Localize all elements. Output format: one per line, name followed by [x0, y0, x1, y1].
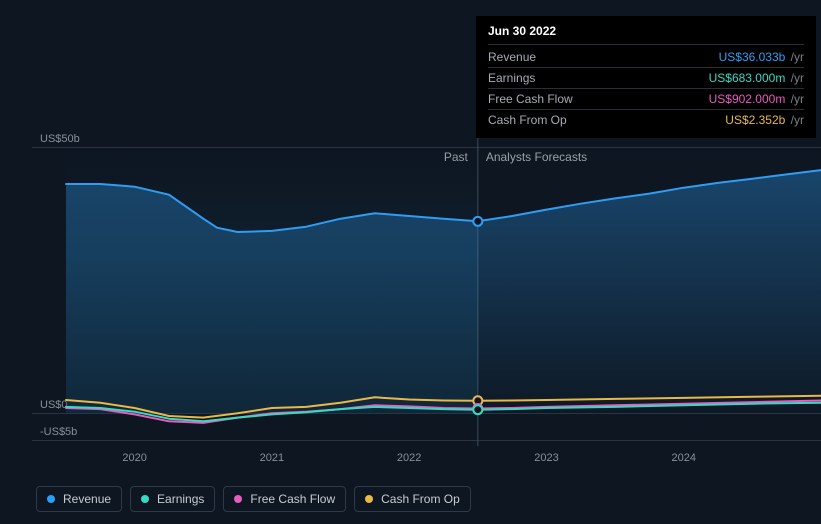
- x-axis-label: 2020: [122, 452, 146, 464]
- legend-item[interactable]: Cash From Op: [354, 486, 471, 512]
- tooltip-metric-unit: /yr: [787, 71, 804, 85]
- tooltip-row: Free Cash Flow US$902.000m /yr: [488, 89, 804, 110]
- tooltip-metric-unit: /yr: [787, 113, 804, 127]
- hover-marker: [473, 217, 482, 226]
- x-axis-label: 2024: [671, 452, 695, 464]
- chart-tooltip: Jun 30 2022 RevenueUS$36.033b /yrEarning…: [476, 16, 816, 138]
- tooltip-metric-unit: /yr: [787, 50, 804, 64]
- tooltip-metric-label: Revenue: [488, 50, 536, 64]
- legend-swatch: [47, 495, 55, 503]
- legend-item[interactable]: Revenue: [36, 486, 122, 512]
- x-axis-label: 2023: [534, 452, 558, 464]
- legend-label: Revenue: [63, 492, 111, 506]
- legend-item[interactable]: Free Cash Flow: [223, 486, 346, 512]
- legend-item[interactable]: Earnings: [130, 486, 215, 512]
- tooltip-metric-label: Free Cash Flow: [488, 92, 573, 106]
- chart-container: Jun 30 2022 RevenueUS$36.033b /yrEarning…: [16, 0, 805, 524]
- hover-marker: [473, 405, 482, 414]
- chart-legend: Revenue Earnings Free Cash Flow Cash From O…: [36, 486, 471, 512]
- tooltip-row: Earnings US$683.000m /yr: [488, 68, 804, 89]
- tooltip-metric-label: Cash From Op: [488, 113, 567, 127]
- tooltip-date: Jun 30 2022: [488, 24, 804, 45]
- tooltip-metric-value: US$902.000m: [709, 92, 786, 106]
- tooltip-metric-value: US$2.352b: [725, 113, 785, 127]
- tooltip-row: Revenue US$36.033b /yr: [488, 47, 804, 68]
- legend-label: Free Cash Flow: [250, 492, 335, 506]
- legend-swatch: [365, 495, 373, 503]
- tooltip-metric-value: US$683.000m: [709, 71, 786, 85]
- legend-swatch: [141, 495, 149, 503]
- tooltip-metric-unit: /yr: [787, 92, 804, 106]
- legend-label: Cash From Op: [381, 492, 460, 506]
- legend-label: Earnings: [157, 492, 204, 506]
- x-axis-label: 2022: [397, 452, 421, 464]
- x-axis-label: 2021: [260, 452, 284, 464]
- tooltip-metric-value: US$36.033b: [719, 50, 786, 64]
- tooltip-row: Cash From Op US$2.352b /yr: [488, 110, 804, 130]
- legend-swatch: [234, 495, 242, 503]
- tooltip-metric-label: Earnings: [488, 71, 535, 85]
